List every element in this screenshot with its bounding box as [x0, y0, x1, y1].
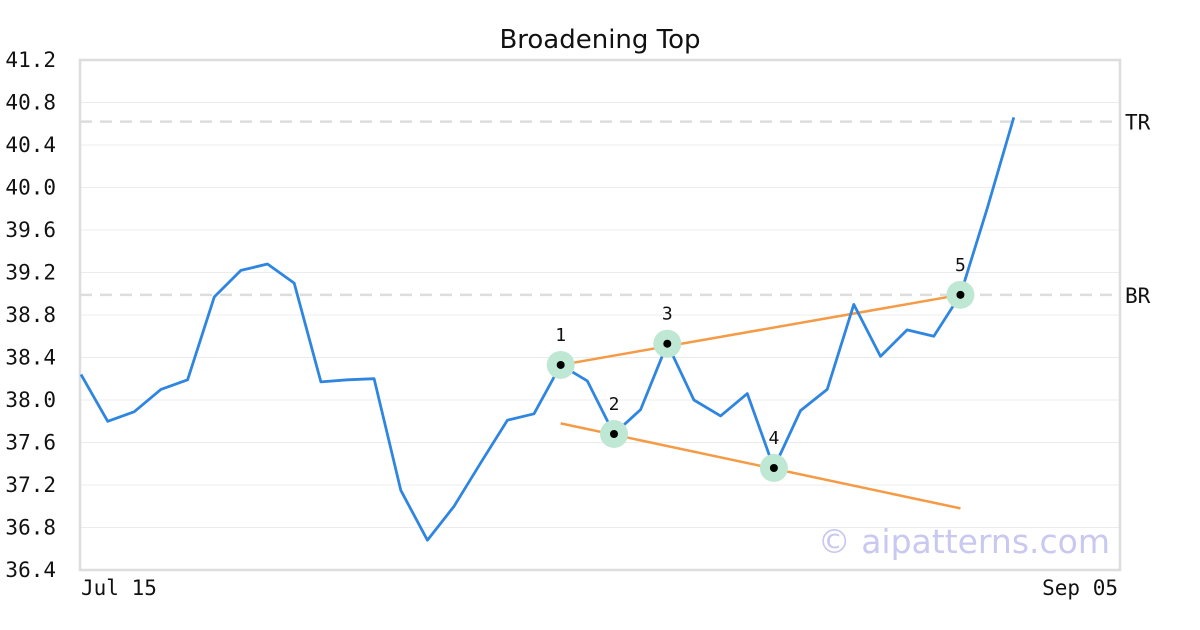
y-tick-label: 38.4: [5, 346, 56, 370]
reference-line-label: TR: [1125, 111, 1151, 135]
y-tick-label: 39.6: [5, 218, 56, 242]
chart-title: Broadening Top: [499, 25, 700, 55]
pivot-dot: [556, 360, 565, 369]
y-tick-label: 38.0: [5, 388, 56, 412]
y-tick-label: 41.2: [5, 48, 56, 72]
x-tick-label: Jul 15: [81, 576, 157, 600]
pivot-dot: [610, 430, 618, 438]
price-series: [79, 117, 1016, 542]
y-tick-label: 36.8: [5, 516, 56, 540]
pivot-label: 2: [609, 394, 620, 415]
plot-frame: [78, 58, 1122, 572]
pivot-label: 5: [955, 255, 966, 276]
trendline-upper: [560, 293, 961, 367]
reference-lines: TR BR: [80, 111, 1151, 308]
pivot-dot: [956, 290, 965, 299]
price-line: [79, 117, 1016, 542]
y-tick-label: 40.4: [5, 133, 56, 157]
pivot-label: 3: [662, 304, 673, 325]
y-tick-label: 36.4: [5, 558, 56, 582]
pivot-dot: [663, 339, 672, 348]
grid-lines: [80, 59, 1120, 571]
y-tick-label: 37.2: [5, 473, 56, 497]
pivot-points: 1 2 3 4 5: [546, 255, 975, 482]
y-tick-label: 39.2: [5, 261, 56, 285]
y-axis-ticks: 36.4 36.8 37.2 37.6 38.0 38.4 38.8 39.2 39.6 40.0…: [5, 48, 56, 582]
y-tick-label: 40.8: [5, 91, 56, 115]
y-tick-label: 40.0: [5, 176, 56, 200]
pivot-dot: [769, 464, 778, 472]
pivot-label: 4: [768, 428, 779, 449]
watermark-text: © aipatterns.com: [818, 522, 1110, 561]
x-tick-label: Sep 05: [1042, 576, 1118, 600]
y-tick-label: 37.6: [5, 431, 56, 455]
pivot-label: 1: [555, 325, 566, 346]
y-tick-label: 38.8: [5, 303, 56, 327]
reference-line-label: BR: [1125, 284, 1151, 308]
trendlines: [560, 293, 961, 510]
x-axis-ticks: Jul 15 Sep 05: [81, 576, 1118, 600]
